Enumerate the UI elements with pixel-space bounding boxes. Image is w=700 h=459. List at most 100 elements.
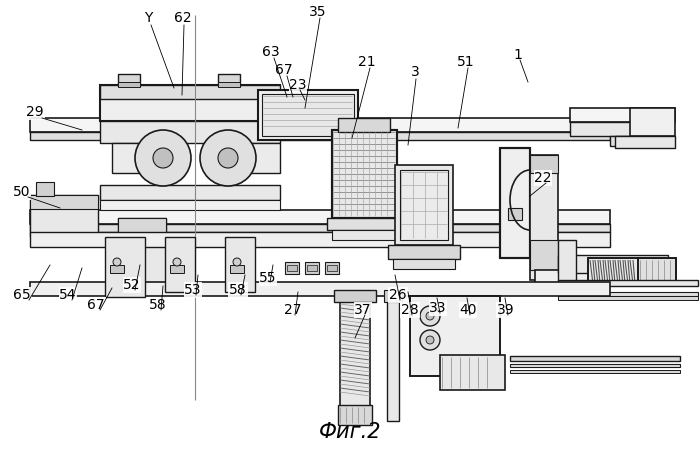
Bar — [30, 232, 610, 247]
Text: 39: 39 — [497, 303, 514, 317]
Text: 54: 54 — [60, 288, 77, 302]
Bar — [230, 265, 244, 273]
Bar — [332, 130, 397, 218]
Text: 35: 35 — [309, 5, 327, 19]
Text: 26: 26 — [389, 288, 407, 302]
Bar — [530, 155, 558, 173]
Bar — [110, 265, 124, 273]
Text: 28: 28 — [401, 303, 419, 317]
Bar — [630, 108, 675, 136]
Circle shape — [426, 312, 434, 320]
Text: 58: 58 — [229, 283, 247, 297]
Bar — [500, 148, 530, 258]
Bar — [30, 118, 610, 132]
Bar — [510, 356, 680, 361]
Bar — [118, 74, 140, 86]
Bar — [218, 143, 280, 173]
Bar — [30, 224, 610, 232]
Text: 22: 22 — [534, 171, 552, 185]
Bar — [287, 265, 297, 271]
Bar — [338, 118, 390, 132]
Text: 3: 3 — [411, 65, 419, 79]
Bar — [570, 122, 642, 136]
Text: 63: 63 — [262, 45, 280, 59]
Text: 62: 62 — [174, 11, 192, 25]
Bar — [165, 237, 195, 292]
Bar — [615, 136, 675, 148]
Bar — [30, 195, 98, 209]
Bar — [262, 94, 354, 136]
Bar — [100, 121, 280, 143]
Bar — [410, 296, 500, 376]
Text: 50: 50 — [13, 185, 31, 199]
Circle shape — [135, 130, 191, 186]
Bar — [170, 265, 184, 273]
Bar — [387, 296, 399, 421]
Bar — [558, 255, 668, 273]
Text: 67: 67 — [275, 63, 293, 77]
Bar — [334, 290, 376, 302]
Bar — [510, 364, 680, 367]
Bar — [30, 282, 610, 296]
Bar — [588, 258, 643, 286]
Bar — [327, 218, 402, 230]
Text: 21: 21 — [358, 55, 376, 69]
Bar — [338, 405, 372, 425]
Bar — [530, 240, 558, 270]
Bar — [638, 258, 676, 286]
Bar — [440, 355, 505, 390]
Circle shape — [420, 306, 440, 326]
Text: 29: 29 — [26, 105, 44, 119]
Bar — [327, 265, 337, 271]
Bar — [30, 210, 610, 224]
Circle shape — [153, 148, 173, 168]
Bar — [325, 262, 339, 274]
Bar — [510, 370, 680, 373]
Bar — [500, 148, 530, 258]
Bar — [105, 237, 145, 297]
Bar — [400, 170, 448, 240]
Bar — [410, 296, 500, 376]
Bar — [100, 85, 280, 99]
Bar — [100, 85, 280, 121]
Bar — [588, 258, 643, 286]
Bar — [218, 74, 240, 86]
Bar — [558, 296, 698, 300]
Bar — [218, 82, 240, 87]
Circle shape — [200, 130, 256, 186]
Text: 27: 27 — [284, 303, 302, 317]
Text: 37: 37 — [354, 303, 372, 317]
Bar — [332, 130, 397, 218]
Bar — [118, 82, 140, 87]
Text: 40: 40 — [459, 303, 477, 317]
Bar — [530, 155, 558, 280]
Text: 55: 55 — [259, 271, 276, 285]
Circle shape — [426, 336, 434, 344]
Bar — [340, 296, 370, 411]
Bar — [307, 265, 317, 271]
Bar — [100, 185, 280, 200]
Bar — [535, 270, 670, 286]
Bar — [30, 132, 610, 140]
Bar — [558, 280, 698, 286]
Bar — [393, 259, 455, 269]
Bar — [30, 195, 98, 237]
Bar — [558, 240, 576, 288]
Bar — [305, 262, 319, 274]
Circle shape — [420, 330, 440, 350]
Bar — [388, 245, 460, 259]
Text: Фиг.2: Фиг.2 — [318, 422, 382, 442]
Bar — [112, 143, 162, 173]
Bar — [332, 230, 397, 240]
Circle shape — [113, 258, 121, 266]
Bar — [100, 200, 280, 210]
Text: 1: 1 — [514, 48, 522, 62]
Bar — [570, 108, 675, 122]
Text: 51: 51 — [457, 55, 475, 69]
Text: 67: 67 — [88, 298, 105, 312]
Text: 23: 23 — [289, 78, 307, 92]
Bar — [118, 218, 166, 283]
Bar — [508, 208, 522, 220]
Text: Y: Y — [144, 11, 152, 25]
Bar — [225, 237, 255, 292]
